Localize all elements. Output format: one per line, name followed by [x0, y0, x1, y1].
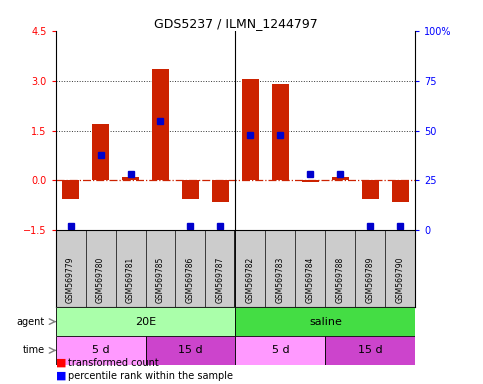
Text: GSM569782: GSM569782: [246, 257, 255, 303]
Bar: [392, 180, 409, 202]
Bar: [182, 180, 199, 199]
Text: GSM569787: GSM569787: [216, 257, 225, 303]
Text: 15 d: 15 d: [358, 345, 383, 356]
Bar: [152, 69, 169, 180]
Bar: [145, 336, 236, 365]
Bar: [302, 180, 319, 182]
Text: agent: agent: [16, 316, 45, 327]
Text: GSM569781: GSM569781: [126, 257, 135, 303]
Bar: [326, 336, 415, 365]
Text: GSM569784: GSM569784: [306, 257, 315, 303]
Bar: [272, 84, 289, 180]
Bar: [236, 307, 415, 336]
Text: 20E: 20E: [135, 316, 156, 327]
Text: GSM569790: GSM569790: [396, 257, 405, 303]
Text: GSM569783: GSM569783: [276, 257, 285, 303]
Text: GSM569789: GSM569789: [366, 257, 375, 303]
Title: GDS5237 / ILMN_1244797: GDS5237 / ILMN_1244797: [154, 17, 317, 30]
Text: 5 d: 5 d: [271, 345, 289, 356]
Bar: [242, 79, 259, 180]
Bar: [212, 180, 229, 202]
Text: GSM569786: GSM569786: [186, 257, 195, 303]
Text: ■: ■: [56, 371, 66, 381]
Bar: [56, 336, 145, 365]
Text: 5 d: 5 d: [92, 345, 109, 356]
Text: GSM569780: GSM569780: [96, 257, 105, 303]
Bar: [332, 177, 349, 180]
Text: transformed count: transformed count: [68, 358, 158, 368]
Bar: [362, 180, 379, 199]
Text: GSM569788: GSM569788: [336, 257, 345, 303]
Text: 15 d: 15 d: [178, 345, 203, 356]
Text: GSM569779: GSM569779: [66, 257, 75, 303]
Bar: [56, 307, 236, 336]
Text: percentile rank within the sample: percentile rank within the sample: [68, 371, 233, 381]
Bar: [236, 336, 326, 365]
Text: time: time: [23, 345, 45, 356]
Text: GSM569785: GSM569785: [156, 257, 165, 303]
Text: saline: saline: [309, 316, 342, 327]
Bar: [62, 180, 79, 199]
Bar: [122, 177, 139, 180]
Text: ■: ■: [56, 358, 66, 368]
Bar: [92, 124, 109, 180]
